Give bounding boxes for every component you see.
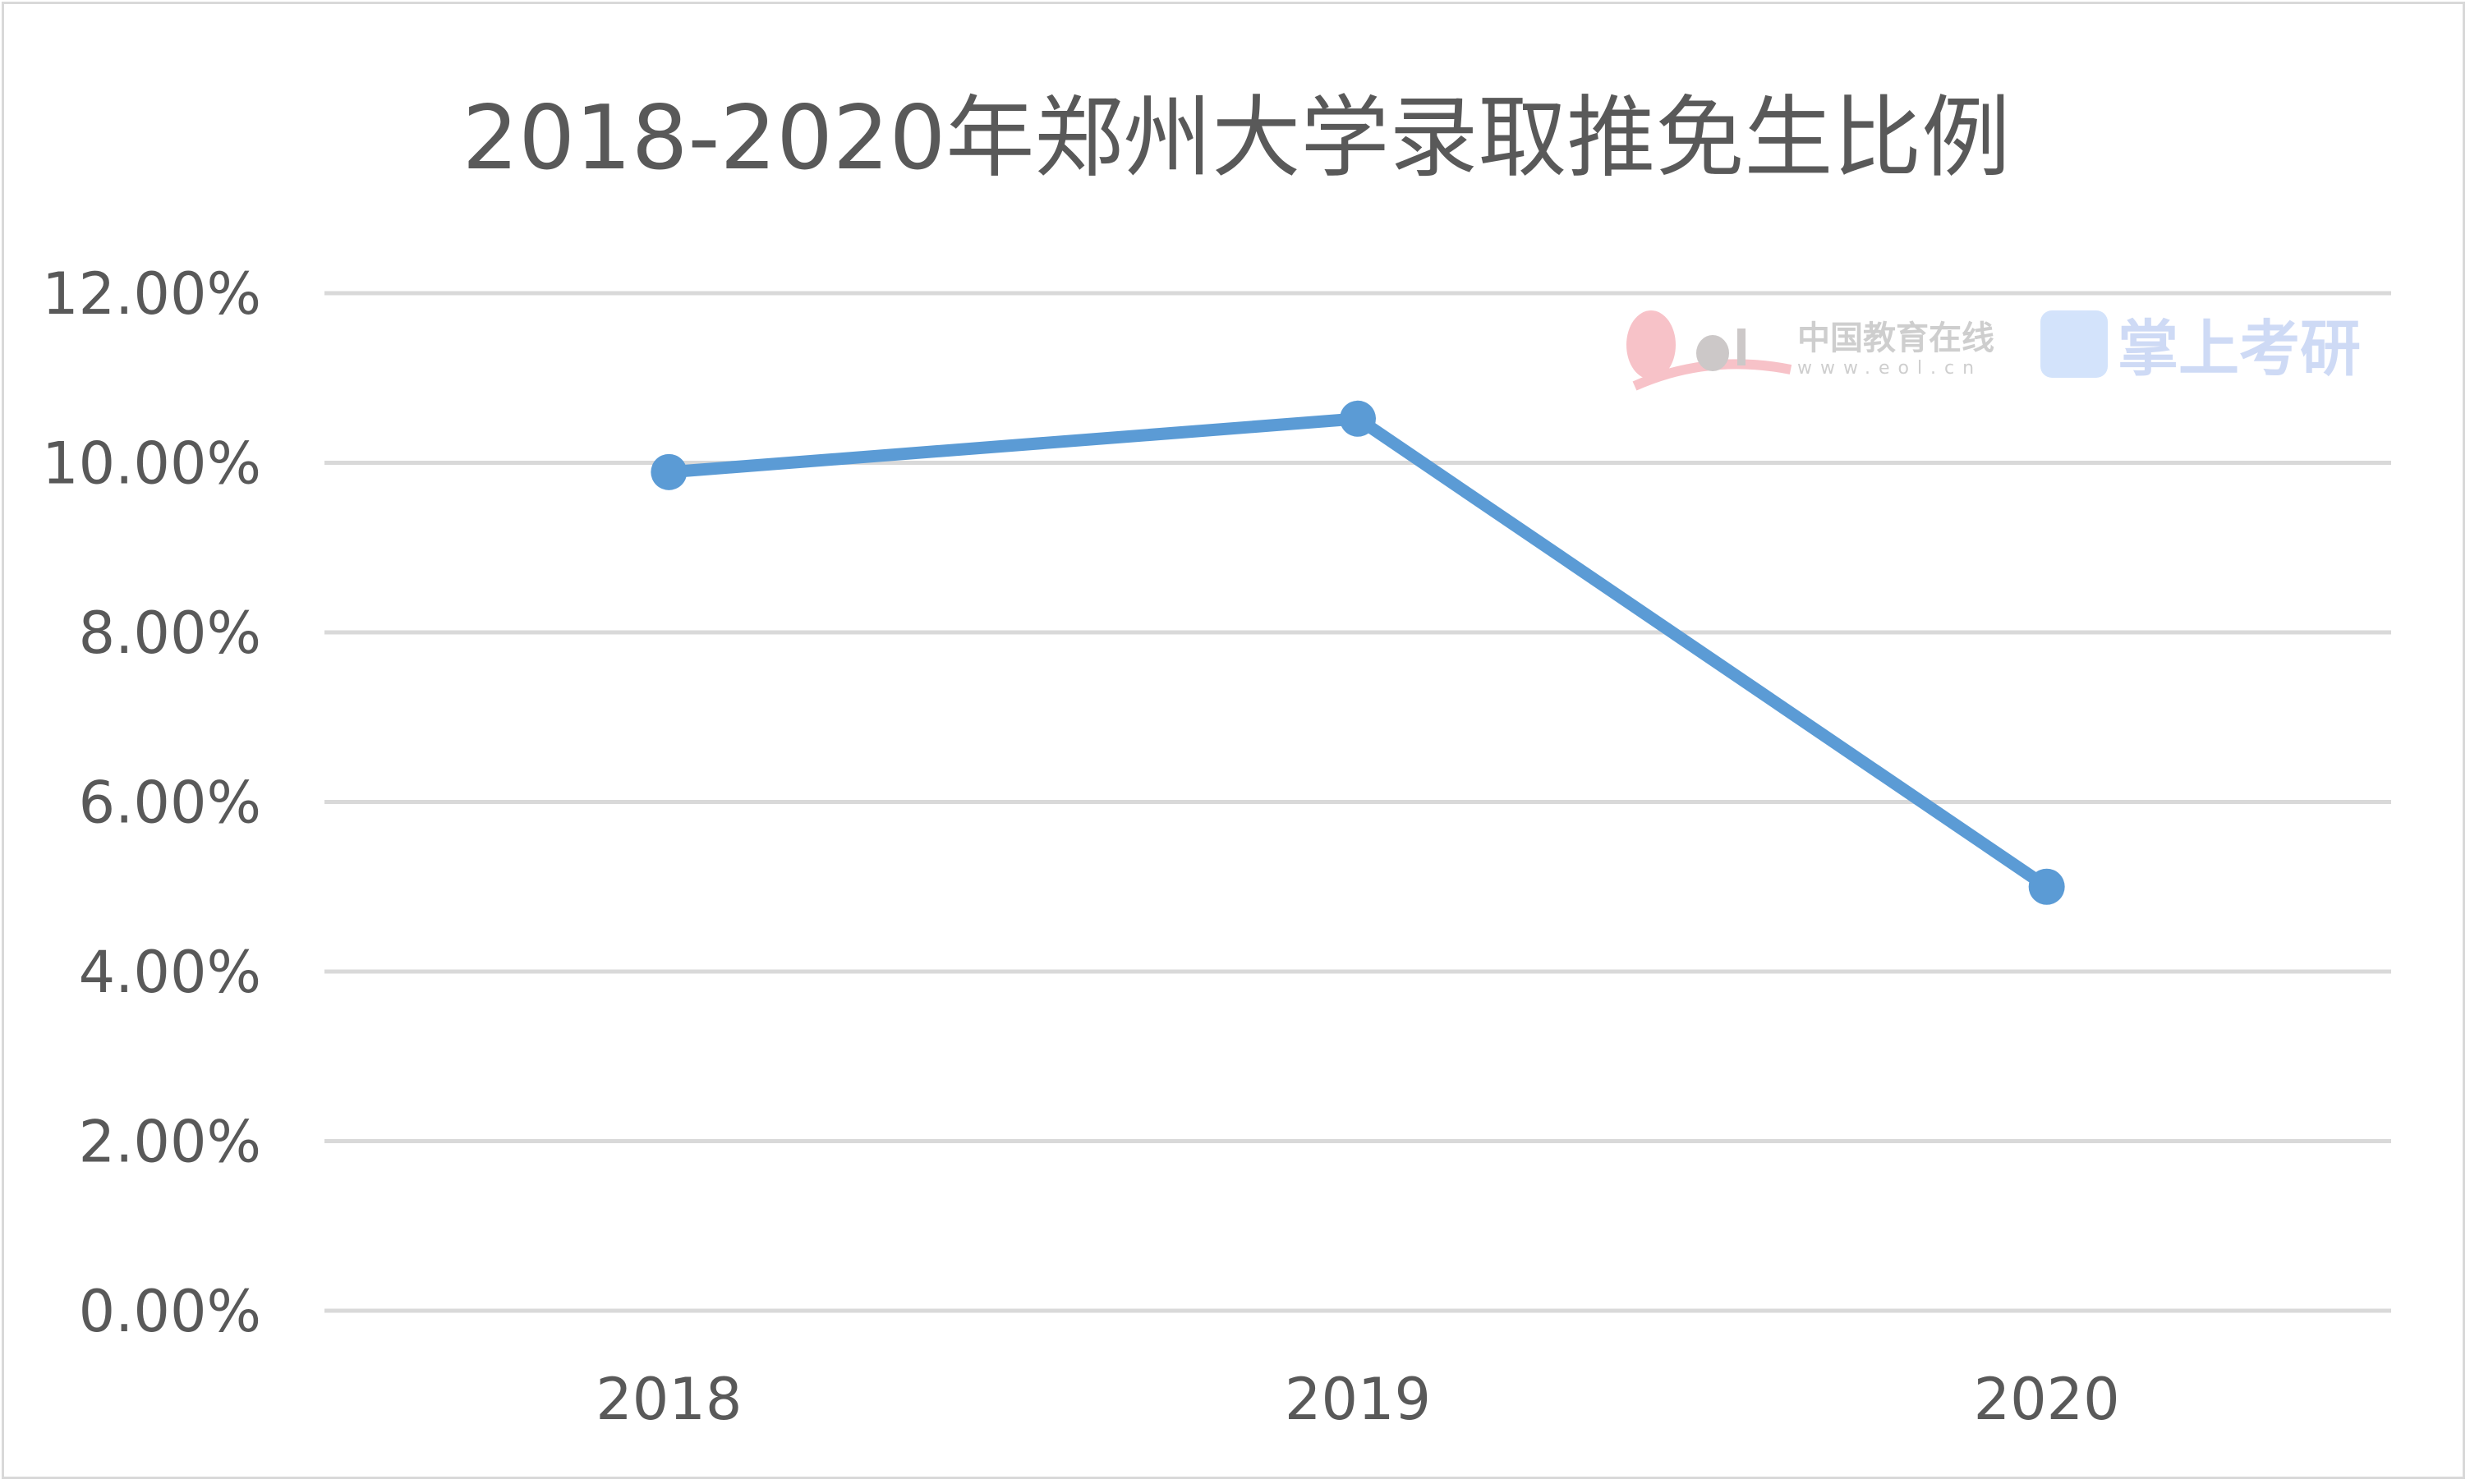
data-point-2018 (651, 453, 688, 490)
eol-url: www.eol.cn (1797, 358, 1982, 379)
gridlines (324, 291, 2391, 1313)
x-tick-label: 2018 (596, 1366, 742, 1433)
y-tick-label: 2.00% (79, 1109, 261, 1176)
y-tick-label: 6.00% (79, 770, 261, 837)
x-tick-label: 2019 (1285, 1366, 1431, 1433)
chart-title: 2018-2020年郑州大学录取推免生比例 (462, 87, 2011, 190)
y-tick-label: 4.00% (79, 939, 261, 1006)
y-axis-ticks: 0.00% 2.00% 4.00% 6.00% 8.00% 10.00% 12.00% (42, 260, 261, 1345)
x-axis-ticks: 2018 2019 2020 (596, 1366, 2119, 1433)
series-polyline (668, 412, 2050, 892)
data-point-2019 (1340, 400, 1376, 437)
watermark: 中国教育在线 www.eol.cn 掌上考研 (1626, 310, 2361, 391)
graduation-cap-icon (2040, 310, 2108, 378)
y-tick-label: 8.00% (79, 600, 261, 667)
y-tick-label: 10.00% (42, 430, 261, 498)
y-tick-label: 0.00% (79, 1278, 261, 1345)
x-tick-label: 2020 (1974, 1366, 2120, 1433)
series-line (651, 400, 2065, 905)
app-name: 掌上考研 (2118, 314, 2361, 384)
data-point-2020 (2028, 868, 2065, 905)
y-tick-label: 12.00% (42, 260, 261, 328)
eol-logo (1626, 310, 1792, 391)
eol-name: 中国教育在线 (1797, 319, 1994, 357)
